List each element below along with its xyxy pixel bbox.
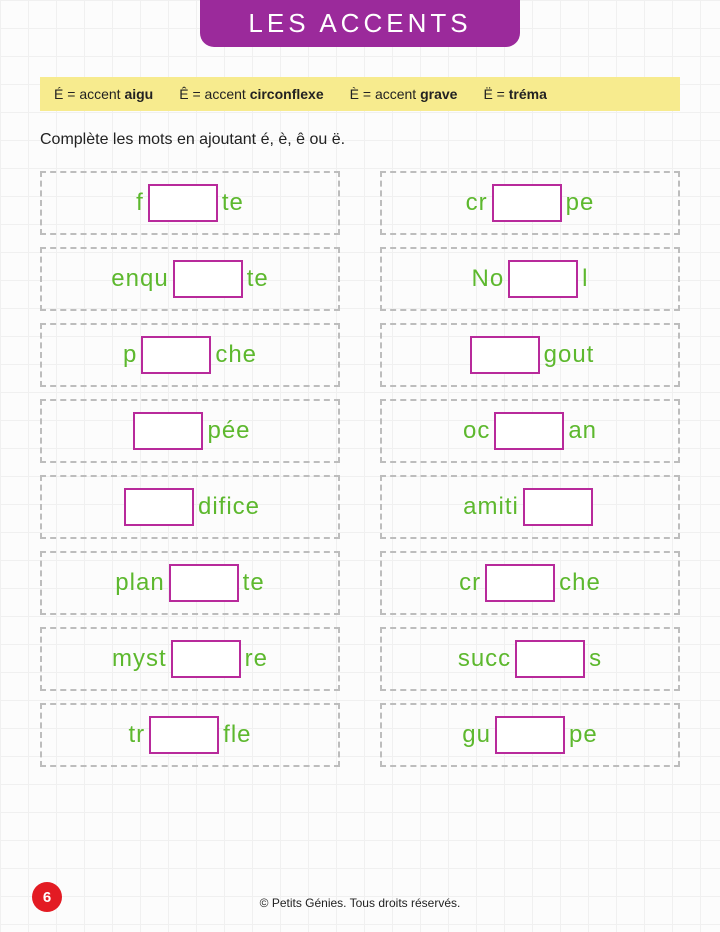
legend-label: accent <box>79 86 120 102</box>
word-row: cr che <box>380 551 680 615</box>
legend-label: accent <box>375 86 416 102</box>
worksheet-grid: f te cr pe enqu te No l p che gout pée oc an d… <box>40 171 680 767</box>
page-title-banner: LES ACCENTS <box>200 0 520 47</box>
word-pre: tr <box>128 721 145 749</box>
blank-input[interactable] <box>171 640 241 678</box>
word-row: gout <box>380 323 680 387</box>
blank-input[interactable] <box>515 640 585 678</box>
word-row: oc an <box>380 399 680 463</box>
word-post: che <box>215 341 257 369</box>
blank-input[interactable] <box>485 564 555 602</box>
word-post: difice <box>198 493 260 521</box>
legend-char: È <box>350 86 359 102</box>
word-post: te <box>243 569 265 597</box>
blank-input[interactable] <box>523 488 593 526</box>
legend-bold: grave <box>420 86 457 102</box>
blank-input[interactable] <box>133 412 203 450</box>
word-pre: cr <box>459 569 481 597</box>
legend-item: È = accent grave <box>350 86 458 102</box>
word-row: myst re <box>40 627 340 691</box>
word-row: f te <box>40 171 340 235</box>
blank-input[interactable] <box>148 184 218 222</box>
content-area: É = accent aigu Ê = accent circonflexe È… <box>0 47 720 767</box>
word-row: gu pe <box>380 703 680 767</box>
word-post: pée <box>207 417 250 445</box>
legend-bold: circonflexe <box>250 86 324 102</box>
legend-item: Ë = tréma <box>483 86 546 102</box>
word-post: an <box>568 417 597 445</box>
word-post: che <box>559 569 601 597</box>
word-row: cr pe <box>380 171 680 235</box>
word-row: p che <box>40 323 340 387</box>
word-row: enqu te <box>40 247 340 311</box>
word-row: difice <box>40 475 340 539</box>
blank-input[interactable] <box>124 488 194 526</box>
word-post: l <box>582 265 588 293</box>
legend-char: Ë <box>483 86 492 102</box>
legend-item: Ê = accent circonflexe <box>179 86 323 102</box>
word-post: te <box>247 265 269 293</box>
word-pre: cr <box>466 189 488 217</box>
word-row: pée <box>40 399 340 463</box>
word-pre: gu <box>462 721 491 749</box>
instruction-text: Complète les mots en ajoutant é, è, ê ou… <box>40 131 680 149</box>
legend-item: É = accent aigu <box>54 86 153 102</box>
legend-char: É <box>54 86 63 102</box>
accent-legend: É = accent aigu Ê = accent circonflexe È… <box>40 77 680 111</box>
blank-input[interactable] <box>495 716 565 754</box>
copyright-text: © Petits Génies. Tous droits réservés. <box>0 896 720 910</box>
page-title: LES ACCENTS <box>248 8 471 38</box>
word-post: fle <box>223 721 251 749</box>
word-post: re <box>245 645 268 673</box>
blank-input[interactable] <box>470 336 540 374</box>
word-pre: oc <box>463 417 490 445</box>
blank-input[interactable] <box>508 260 578 298</box>
word-post: pe <box>569 721 598 749</box>
word-pre: f <box>136 189 144 217</box>
word-post: gout <box>544 341 595 369</box>
legend-bold: tréma <box>509 86 547 102</box>
word-row: plan te <box>40 551 340 615</box>
blank-input[interactable] <box>492 184 562 222</box>
word-post: te <box>222 189 244 217</box>
blank-input[interactable] <box>141 336 211 374</box>
word-row: No l <box>380 247 680 311</box>
word-post: pe <box>566 189 595 217</box>
blank-input[interactable] <box>173 260 243 298</box>
word-pre: plan <box>115 569 164 597</box>
blank-input[interactable] <box>149 716 219 754</box>
legend-bold: aigu <box>124 86 153 102</box>
word-post: s <box>589 645 602 673</box>
word-pre: No <box>471 265 504 293</box>
legend-char: Ê <box>179 86 188 102</box>
word-row: tr fle <box>40 703 340 767</box>
blank-input[interactable] <box>169 564 239 602</box>
legend-label: accent <box>205 86 246 102</box>
word-pre: myst <box>112 645 167 673</box>
word-pre: enqu <box>111 265 168 293</box>
word-row: amiti <box>380 475 680 539</box>
word-row: succ s <box>380 627 680 691</box>
word-pre: amiti <box>463 493 519 521</box>
word-pre: p <box>123 341 137 369</box>
blank-input[interactable] <box>494 412 564 450</box>
word-pre: succ <box>458 645 511 673</box>
